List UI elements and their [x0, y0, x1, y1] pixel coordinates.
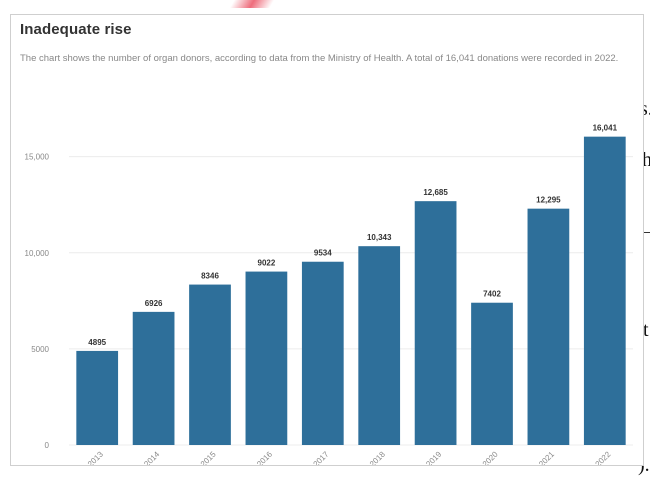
bar — [245, 271, 288, 445]
background-accent-shape — [229, 0, 275, 8]
background-text-fragment-2: h — [642, 149, 650, 171]
x-tick-label: 2020 — [481, 449, 500, 465]
bar-data-label: 9022 — [258, 259, 276, 268]
x-tick-label: 2017 — [312, 449, 331, 465]
chart-card: Inadequate rise The chart shows the numb… — [10, 14, 644, 466]
bar-chart: 0 5000 10,000 15,000 4895 2013 6926 2014 8346 201… — [25, 124, 633, 465]
x-tick-label: 2019 — [424, 449, 443, 465]
bar — [471, 302, 513, 445]
bar-data-label: 12,685 — [423, 188, 448, 197]
bar — [583, 136, 626, 445]
bar — [527, 208, 570, 445]
bar-data-label: 8346 — [201, 272, 219, 281]
bar-data-label: 16,041 — [593, 124, 618, 133]
y-tick-label: 5000 — [31, 345, 49, 354]
y-tick-label: 0 — [45, 441, 50, 450]
bar — [76, 350, 119, 445]
bar-data-label: 6926 — [145, 299, 163, 308]
x-tick-label: 2018 — [368, 449, 387, 465]
bar — [414, 201, 457, 445]
bar — [189, 284, 231, 445]
bar-data-label: 4895 — [88, 338, 106, 347]
x-tick-label: 2016 — [255, 449, 274, 465]
y-tick-label: 10,000 — [25, 249, 50, 258]
background-text-fragment-3: t — [643, 319, 649, 341]
bar-data-label: 10,343 — [367, 233, 392, 242]
bar — [301, 261, 344, 445]
background-rule — [638, 232, 650, 233]
bar — [358, 246, 401, 445]
x-tick-label: 2015 — [199, 449, 218, 465]
bar-data-label: 7402 — [483, 290, 501, 299]
bar — [132, 311, 175, 445]
bar-data-label: 12,295 — [536, 196, 561, 205]
background-text-fragment-1: s. — [640, 99, 650, 119]
x-tick-label: 2021 — [537, 449, 556, 465]
chart-subtitle: The chart shows the number of organ dono… — [20, 53, 619, 64]
x-tick-label: 2013 — [86, 449, 105, 465]
y-tick-label: 15,000 — [25, 153, 50, 162]
chart-title: Inadequate rise — [20, 21, 132, 38]
bar-data-label: 9534 — [314, 249, 332, 258]
x-tick-label: 2014 — [142, 449, 161, 465]
x-tick-label: 2022 — [594, 449, 613, 465]
